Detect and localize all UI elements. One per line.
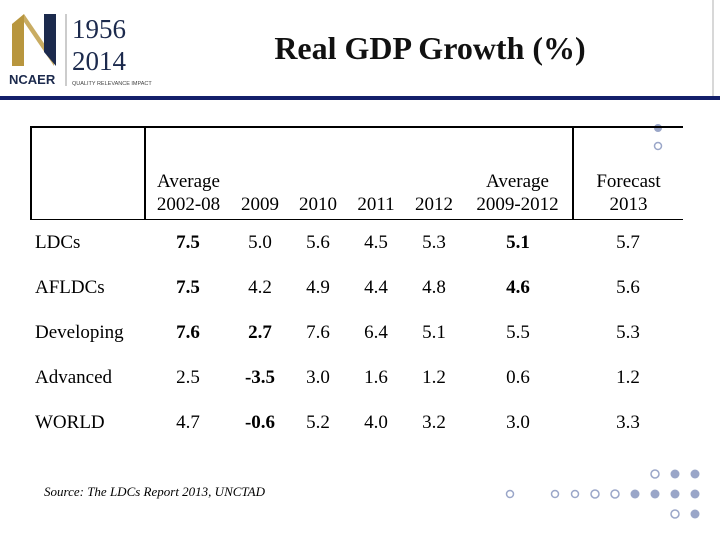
logo-year-top: 1956 [72,14,126,44]
cell: 1.2 [616,366,640,388]
row-label: Advanced [35,366,113,388]
cell: 4.9 [306,276,330,298]
header-avg-2009-2012-line1: Average [486,171,549,192]
logo-org: NCAER [9,72,56,87]
row-label: LDCs [35,231,81,253]
cell: 4.0 [364,411,388,433]
row-label: Developing [35,321,124,343]
header: NCAER 1956 2014 QUALITY RELEVANCE IMPACT… [0,0,720,96]
header-2009: 2009 [231,127,289,220]
header-divider [712,0,714,96]
cell: 2.5 [176,366,200,388]
table-row: WORLD 4.7 -0.6 5.2 4.0 3.2 3.0 3.3 [31,400,683,445]
cell: 5.1 [506,231,530,253]
row-label: WORLD [35,411,105,433]
cell: 4.7 [176,411,200,433]
cell: 5.3 [422,231,446,253]
cell: 4.6 [506,276,530,298]
header-avg-2009-2012-line2: 2009-2012 [476,194,559,215]
cell: -0.6 [244,411,276,433]
header-forecast-line1: Forecast [596,171,661,192]
cell: 0.6 [506,366,530,388]
ncaer-logo: NCAER 1956 2014 QUALITY RELEVANCE IMPACT [6,14,152,87]
header-2010: 2010 [289,127,347,220]
cell: 5.5 [506,321,530,343]
cell: 7.6 [306,321,330,343]
cell: 5.0 [248,231,272,253]
cell: 3.2 [422,411,446,433]
cell: 3.0 [506,411,530,433]
table-row: Advanced 2.5 -3.5 3.0 1.6 1.2 0.6 1.2 [31,355,683,400]
cell: 4.8 [422,276,446,298]
cell: 5.3 [616,321,640,343]
header-blank [30,127,146,220]
logo-tagline: QUALITY RELEVANCE IMPACT [72,81,152,87]
page-title: Real GDP Growth (%) [274,30,586,66]
gdp-table: Average 2002-08 2009 2010 2011 2012 Aver… [30,126,683,445]
source-note: Source: The LDCs Report 2013, UNCTAD [44,484,265,499]
cell: 4.5 [364,231,388,253]
table-row: AFLDCs 7.5 4.2 4.9 4.4 4.8 4.6 5.6 [31,265,683,310]
cell: 4.4 [364,276,388,298]
cell: 7.5 [176,231,200,253]
header-2011: 2011 [347,127,405,220]
cell: 3.3 [616,411,640,433]
cell: 5.7 [616,231,640,253]
cell: 5.6 [306,231,330,253]
cell: 4.2 [248,276,272,298]
row-label: AFLDCs [35,276,105,298]
cell: 1.2 [422,366,446,388]
header-avg-2002-08-line2: 2002-08 [156,194,221,215]
cell: 5.2 [306,411,330,433]
cell: 5.6 [616,276,640,298]
cell: 3.0 [306,366,330,388]
header-2012: 2012 [405,127,463,220]
table-header-row: Average 2002-08 2009 2010 2011 2012 Aver… [30,127,683,220]
table-row: LDCs 7.5 5.0 5.6 4.5 5.3 5.1 5.7 [31,220,683,266]
header-avg-2002-08: Average 2002-08 [145,127,231,220]
cell: 7.5 [176,276,200,298]
cell: 7.6 [176,321,200,343]
header-forecast-2013: Forecast 2013 [573,127,683,220]
cell: 1.6 [364,366,388,388]
header-forecast-line2: 2013 [609,194,648,215]
cell: 6.4 [364,321,388,343]
logo-year-bottom: 2014 [72,46,127,76]
decorative-dots [505,469,700,519]
cell: 5.1 [422,321,446,343]
header-avg-2009-2012: Average 2009-2012 [463,127,574,220]
cell: 2.7 [248,321,272,343]
table-row: Developing 7.6 2.7 7.6 6.4 5.1 5.5 5.3 [31,310,683,355]
cell: -3.5 [244,366,276,388]
header-avg-2002-08-line1: Average [157,171,220,192]
